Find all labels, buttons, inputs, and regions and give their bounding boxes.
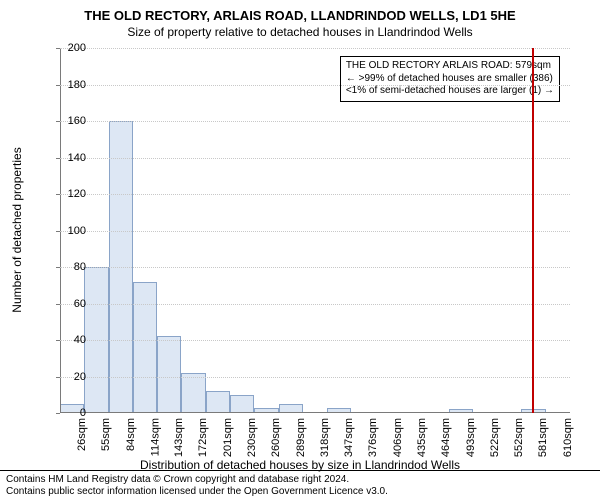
y-tick-label: 180 (46, 79, 86, 91)
y-tick-label: 60 (46, 298, 86, 310)
info-box: THE OLD RECTORY ARLAIS ROAD: 579sqm ← >9… (340, 56, 560, 102)
y-tick-label: 100 (46, 225, 86, 237)
x-tick-label: 610sqm (562, 418, 574, 457)
grid-line (60, 158, 570, 159)
x-tick-label: 260sqm (270, 418, 282, 457)
x-tick-label: 435sqm (416, 418, 428, 457)
x-tick-label: 347sqm (343, 418, 355, 457)
bar (133, 282, 157, 413)
y-axis-label: Number of detached properties (10, 147, 24, 312)
y-tick-label: 120 (46, 188, 86, 200)
bar (206, 391, 230, 413)
y-tick-label: 20 (46, 371, 86, 383)
grid-line (60, 267, 570, 268)
grid-line (60, 85, 570, 86)
y-tick-label: 80 (46, 261, 86, 273)
x-tick-label: 230sqm (246, 418, 258, 457)
x-tick-label: 143sqm (173, 418, 185, 457)
y-tick-label: 160 (46, 115, 86, 127)
footer-line-1: Contains HM Land Registry data © Crown c… (6, 474, 594, 486)
x-tick-label: 289sqm (295, 418, 307, 457)
x-tick-label: 581sqm (538, 418, 550, 457)
x-tick-label: 114sqm (149, 418, 161, 456)
y-tick-label: 200 (46, 42, 86, 54)
x-tick-label: 552sqm (513, 418, 525, 457)
marker-line (532, 48, 534, 413)
grid-line (60, 304, 570, 305)
bar (230, 395, 254, 413)
x-tick-label: 26sqm (76, 418, 88, 451)
grid-line (60, 48, 570, 49)
chart-container: THE OLD RECTORY, ARLAIS ROAD, LLANDRINDO… (0, 0, 600, 500)
info-line-3: <1% of semi-detached houses are larger (… (346, 85, 554, 98)
x-tick-label: 493sqm (465, 418, 477, 457)
plot-area: THE OLD RECTORY ARLAIS ROAD: 579sqm ← >9… (60, 48, 570, 413)
x-tick-label: 201sqm (222, 418, 234, 457)
y-tick-label: 40 (46, 334, 86, 346)
footer-line-2: Contains public sector information licen… (6, 486, 594, 498)
footer: Contains HM Land Registry data © Crown c… (0, 470, 600, 498)
x-tick-label: 55sqm (100, 418, 112, 451)
x-tick-label: 172sqm (198, 418, 210, 457)
bar (157, 336, 181, 413)
info-line-1: THE OLD RECTORY ARLAIS ROAD: 579sqm (346, 60, 554, 73)
y-tick-label: 140 (46, 152, 86, 164)
chart-subtitle: Size of property relative to detached ho… (0, 25, 600, 39)
x-axis-line (60, 412, 570, 413)
x-tick-label: 318sqm (319, 418, 331, 457)
x-tick-label: 522sqm (489, 418, 501, 457)
chart-title: THE OLD RECTORY, ARLAIS ROAD, LLANDRINDO… (0, 0, 600, 23)
x-tick-label: 406sqm (392, 418, 404, 457)
info-line-2: ← >99% of detached houses are smaller (3… (346, 73, 554, 86)
grid-line (60, 194, 570, 195)
grid-line (60, 231, 570, 232)
x-tick-label: 464sqm (440, 418, 452, 457)
bar (181, 373, 205, 413)
grid-line (60, 377, 570, 378)
grid-line (60, 340, 570, 341)
x-tick-label: 376sqm (368, 418, 380, 457)
grid-line (60, 121, 570, 122)
x-tick-label: 84sqm (125, 418, 137, 451)
